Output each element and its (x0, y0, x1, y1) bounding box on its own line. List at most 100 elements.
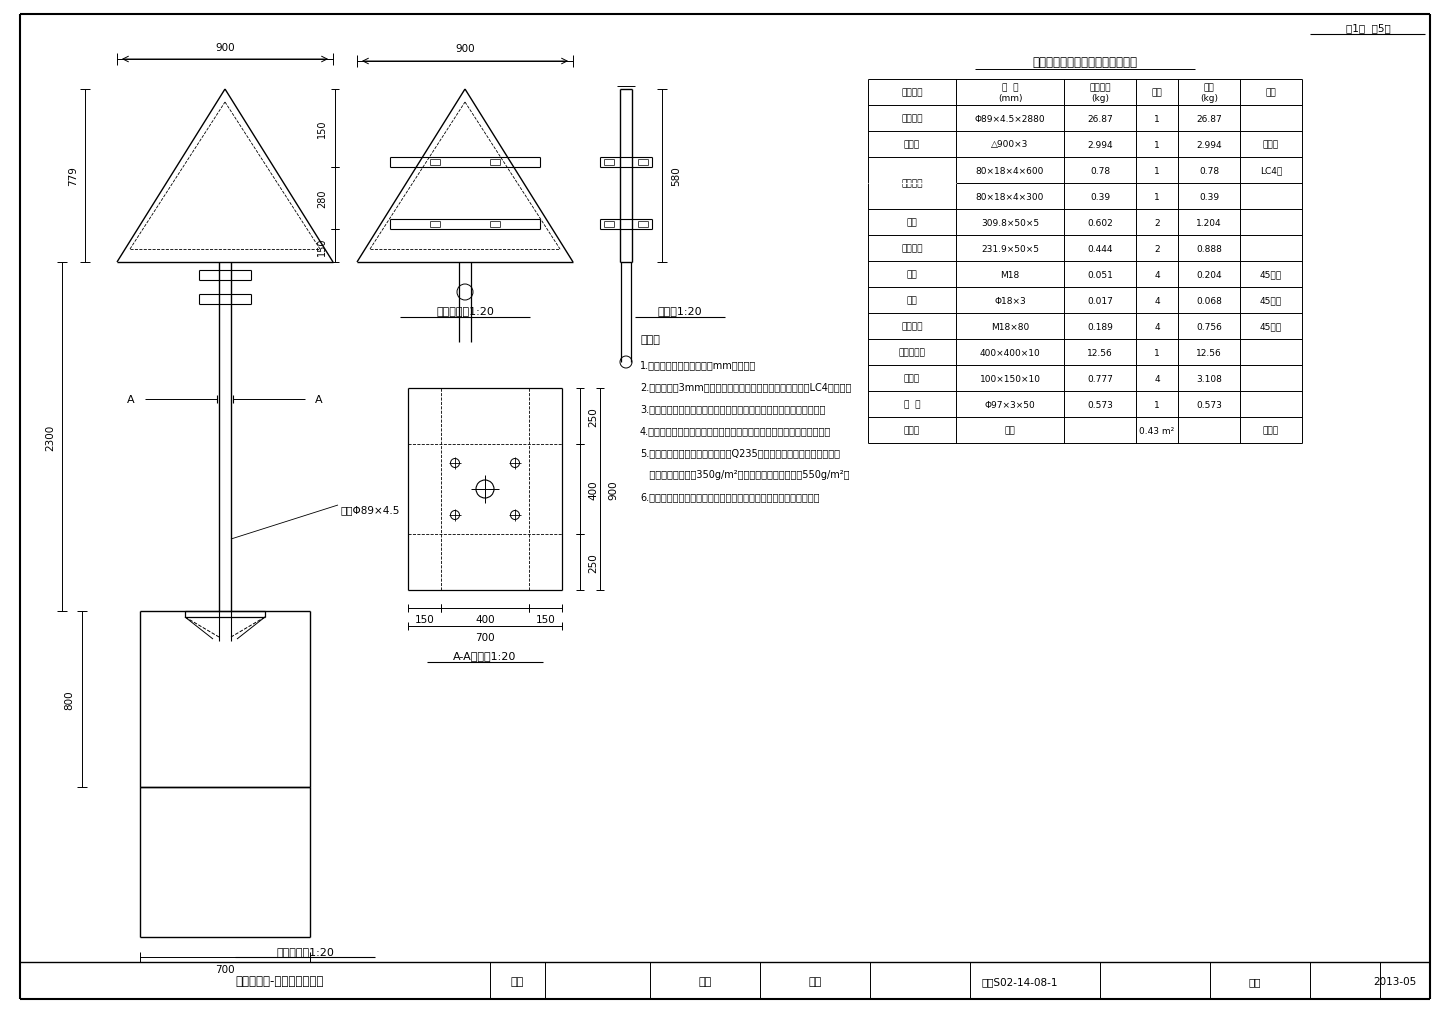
Text: 单柱式标志-板构造图（一）: 单柱式标志-板构造图（一） (236, 974, 324, 987)
Text: 700: 700 (215, 964, 235, 974)
Text: 三级: 三级 (1005, 426, 1015, 435)
Text: A: A (315, 394, 323, 405)
Text: 779: 779 (68, 166, 78, 186)
Text: 250: 250 (588, 552, 598, 573)
Text: A: A (127, 394, 135, 405)
Text: 150: 150 (317, 119, 327, 138)
Text: 80×18×4×300: 80×18×4×300 (976, 193, 1044, 202)
Text: 标志立面图1:20: 标志立面图1:20 (276, 946, 334, 956)
Text: 重量
(kg): 重量 (kg) (1200, 84, 1218, 103)
Text: 0.602: 0.602 (1087, 218, 1113, 227)
Text: 400: 400 (588, 480, 598, 499)
Text: 拖箍底衬: 拖箍底衬 (901, 245, 923, 254)
Text: 单位重量
(kg): 单位重量 (kg) (1089, 84, 1110, 103)
Text: 1.204: 1.204 (1197, 218, 1221, 227)
Text: 4: 4 (1155, 297, 1159, 306)
Text: 加劲法兰盘: 加劲法兰盘 (899, 348, 926, 357)
Text: 700: 700 (475, 633, 495, 642)
Text: 规  格
(mm): 规 格 (mm) (998, 84, 1022, 103)
Text: 2: 2 (1155, 245, 1159, 254)
Text: 备注: 备注 (1266, 89, 1276, 98)
Text: 0.78: 0.78 (1200, 166, 1220, 175)
Text: 150: 150 (317, 236, 327, 256)
Text: 0.39: 0.39 (1090, 193, 1110, 202)
Text: 1: 1 (1153, 400, 1159, 409)
Text: 说明：: 说明： (639, 334, 660, 344)
Text: 标志板: 标志板 (904, 141, 920, 150)
Text: 滑动螺柱: 滑动螺柱 (901, 322, 923, 331)
Text: 400: 400 (475, 614, 495, 625)
Text: 3.标志板与滑动槽铝采用铝合金铆钉链接，板面上的铆钉应打磨平滑；: 3.标志板与滑动槽铝采用铝合金铆钉链接，板面上的铆钉应打磨平滑； (639, 404, 825, 414)
Text: 26.87: 26.87 (1087, 114, 1113, 123)
Text: 1: 1 (1153, 166, 1159, 175)
Text: 0.051: 0.051 (1087, 270, 1113, 279)
Text: 2: 2 (1155, 218, 1159, 227)
Text: 柱  帽: 柱 帽 (904, 400, 920, 409)
Text: 250: 250 (588, 407, 598, 427)
Text: 图号S02-14-08-1: 图号S02-14-08-1 (982, 976, 1058, 986)
Text: 2.994: 2.994 (1197, 141, 1221, 150)
Text: 0.068: 0.068 (1197, 297, 1223, 306)
Text: 反光膜: 反光膜 (904, 426, 920, 435)
Text: 1: 1 (1153, 114, 1159, 123)
Text: 1.本图适用主路段，尺寸以mm为单位；: 1.本图适用主路段，尺寸以mm为单位； (639, 360, 756, 370)
Text: 标志立面图1:20: 标志立面图1:20 (436, 306, 494, 316)
Text: LC4铝: LC4铝 (1260, 166, 1282, 175)
Text: Φ97×3×50: Φ97×3×50 (985, 400, 1035, 409)
Text: 加劲肋: 加劲肋 (904, 374, 920, 383)
Text: 309.8×50×5: 309.8×50×5 (981, 218, 1040, 227)
Text: 2300: 2300 (45, 424, 55, 450)
Text: 滑动槽铝: 滑动槽铝 (901, 179, 923, 189)
Text: 580: 580 (671, 166, 681, 186)
Text: 高强级: 高强级 (1263, 426, 1279, 435)
Text: 0.204: 0.204 (1197, 270, 1221, 279)
Text: 垫圈: 垫圈 (907, 297, 917, 306)
Text: △900×3: △900×3 (991, 141, 1028, 150)
Text: 4: 4 (1155, 374, 1159, 383)
Text: 审核: 审核 (808, 976, 822, 986)
Text: 立柱Φ89×4.5: 立柱Φ89×4.5 (340, 504, 399, 515)
Text: 800: 800 (63, 690, 73, 709)
Text: 拖箍: 拖箍 (907, 218, 917, 227)
Text: 0.43 m²: 0.43 m² (1139, 426, 1175, 435)
Text: 4.标志板边缘应作垂边加固处理；为防止污水渗入，立柱顶部应加封板；: 4.标志板边缘应作垂边加固处理；为防止污水渗入，立柱顶部应加封板； (639, 426, 831, 435)
Text: 0.573: 0.573 (1197, 400, 1223, 409)
Text: 复核: 复核 (698, 976, 711, 986)
Text: 0.017: 0.017 (1087, 297, 1113, 306)
Text: 3.108: 3.108 (1197, 374, 1223, 383)
Text: 0.777: 0.777 (1087, 374, 1113, 383)
Text: 12.56: 12.56 (1197, 348, 1223, 357)
Text: 0.78: 0.78 (1090, 166, 1110, 175)
Text: 231.9×50×5: 231.9×50×5 (981, 245, 1040, 254)
Text: 0.756: 0.756 (1197, 322, 1223, 331)
Text: 900: 900 (455, 44, 475, 54)
Text: 螺栓: 螺栓 (907, 270, 917, 279)
Text: 12.56: 12.56 (1087, 348, 1113, 357)
Text: 1: 1 (1153, 348, 1159, 357)
Text: 150: 150 (536, 614, 556, 625)
Text: 280: 280 (317, 190, 327, 208)
Text: 日期: 日期 (1248, 976, 1261, 986)
Text: 侧面图1:20: 侧面图1:20 (658, 306, 703, 316)
Text: 设计: 设计 (510, 976, 524, 986)
Text: Φ89×4.5×2880: Φ89×4.5×2880 (975, 114, 1045, 123)
Text: 400×400×10: 400×400×10 (979, 348, 1040, 357)
Text: 45号钢: 45号钢 (1260, 322, 1282, 331)
Text: 45号钢: 45号钢 (1260, 270, 1282, 279)
Text: 4: 4 (1155, 270, 1159, 279)
Text: M18×80: M18×80 (991, 322, 1030, 331)
Text: A-A剖面图1:20: A-A剖面图1:20 (454, 650, 517, 660)
Text: 900: 900 (215, 43, 235, 53)
Text: 26.87: 26.87 (1197, 114, 1223, 123)
Text: 2.994: 2.994 (1087, 141, 1113, 150)
Text: Φ18×3: Φ18×3 (994, 297, 1025, 306)
Text: 0.189: 0.189 (1087, 322, 1113, 331)
Text: 1: 1 (1153, 141, 1159, 150)
Text: 材料名称: 材料名称 (901, 89, 923, 98)
Text: 2.标志牌采用3mm厚玻璃钢合成树脂板制作，滑动槽铝采用LC4铝制作；: 2.标志牌采用3mm厚玻璃钢合成树脂板制作，滑动槽铝采用LC4铝制作； (639, 382, 851, 391)
Text: 件数: 件数 (1152, 89, 1162, 98)
Text: 4: 4 (1155, 322, 1159, 331)
Text: 单个标志材料数量表（不含基础）: 单个标志材料数量表（不含基础） (1032, 55, 1138, 68)
Text: 150: 150 (415, 614, 435, 625)
Text: 45号钢: 45号钢 (1260, 297, 1282, 306)
